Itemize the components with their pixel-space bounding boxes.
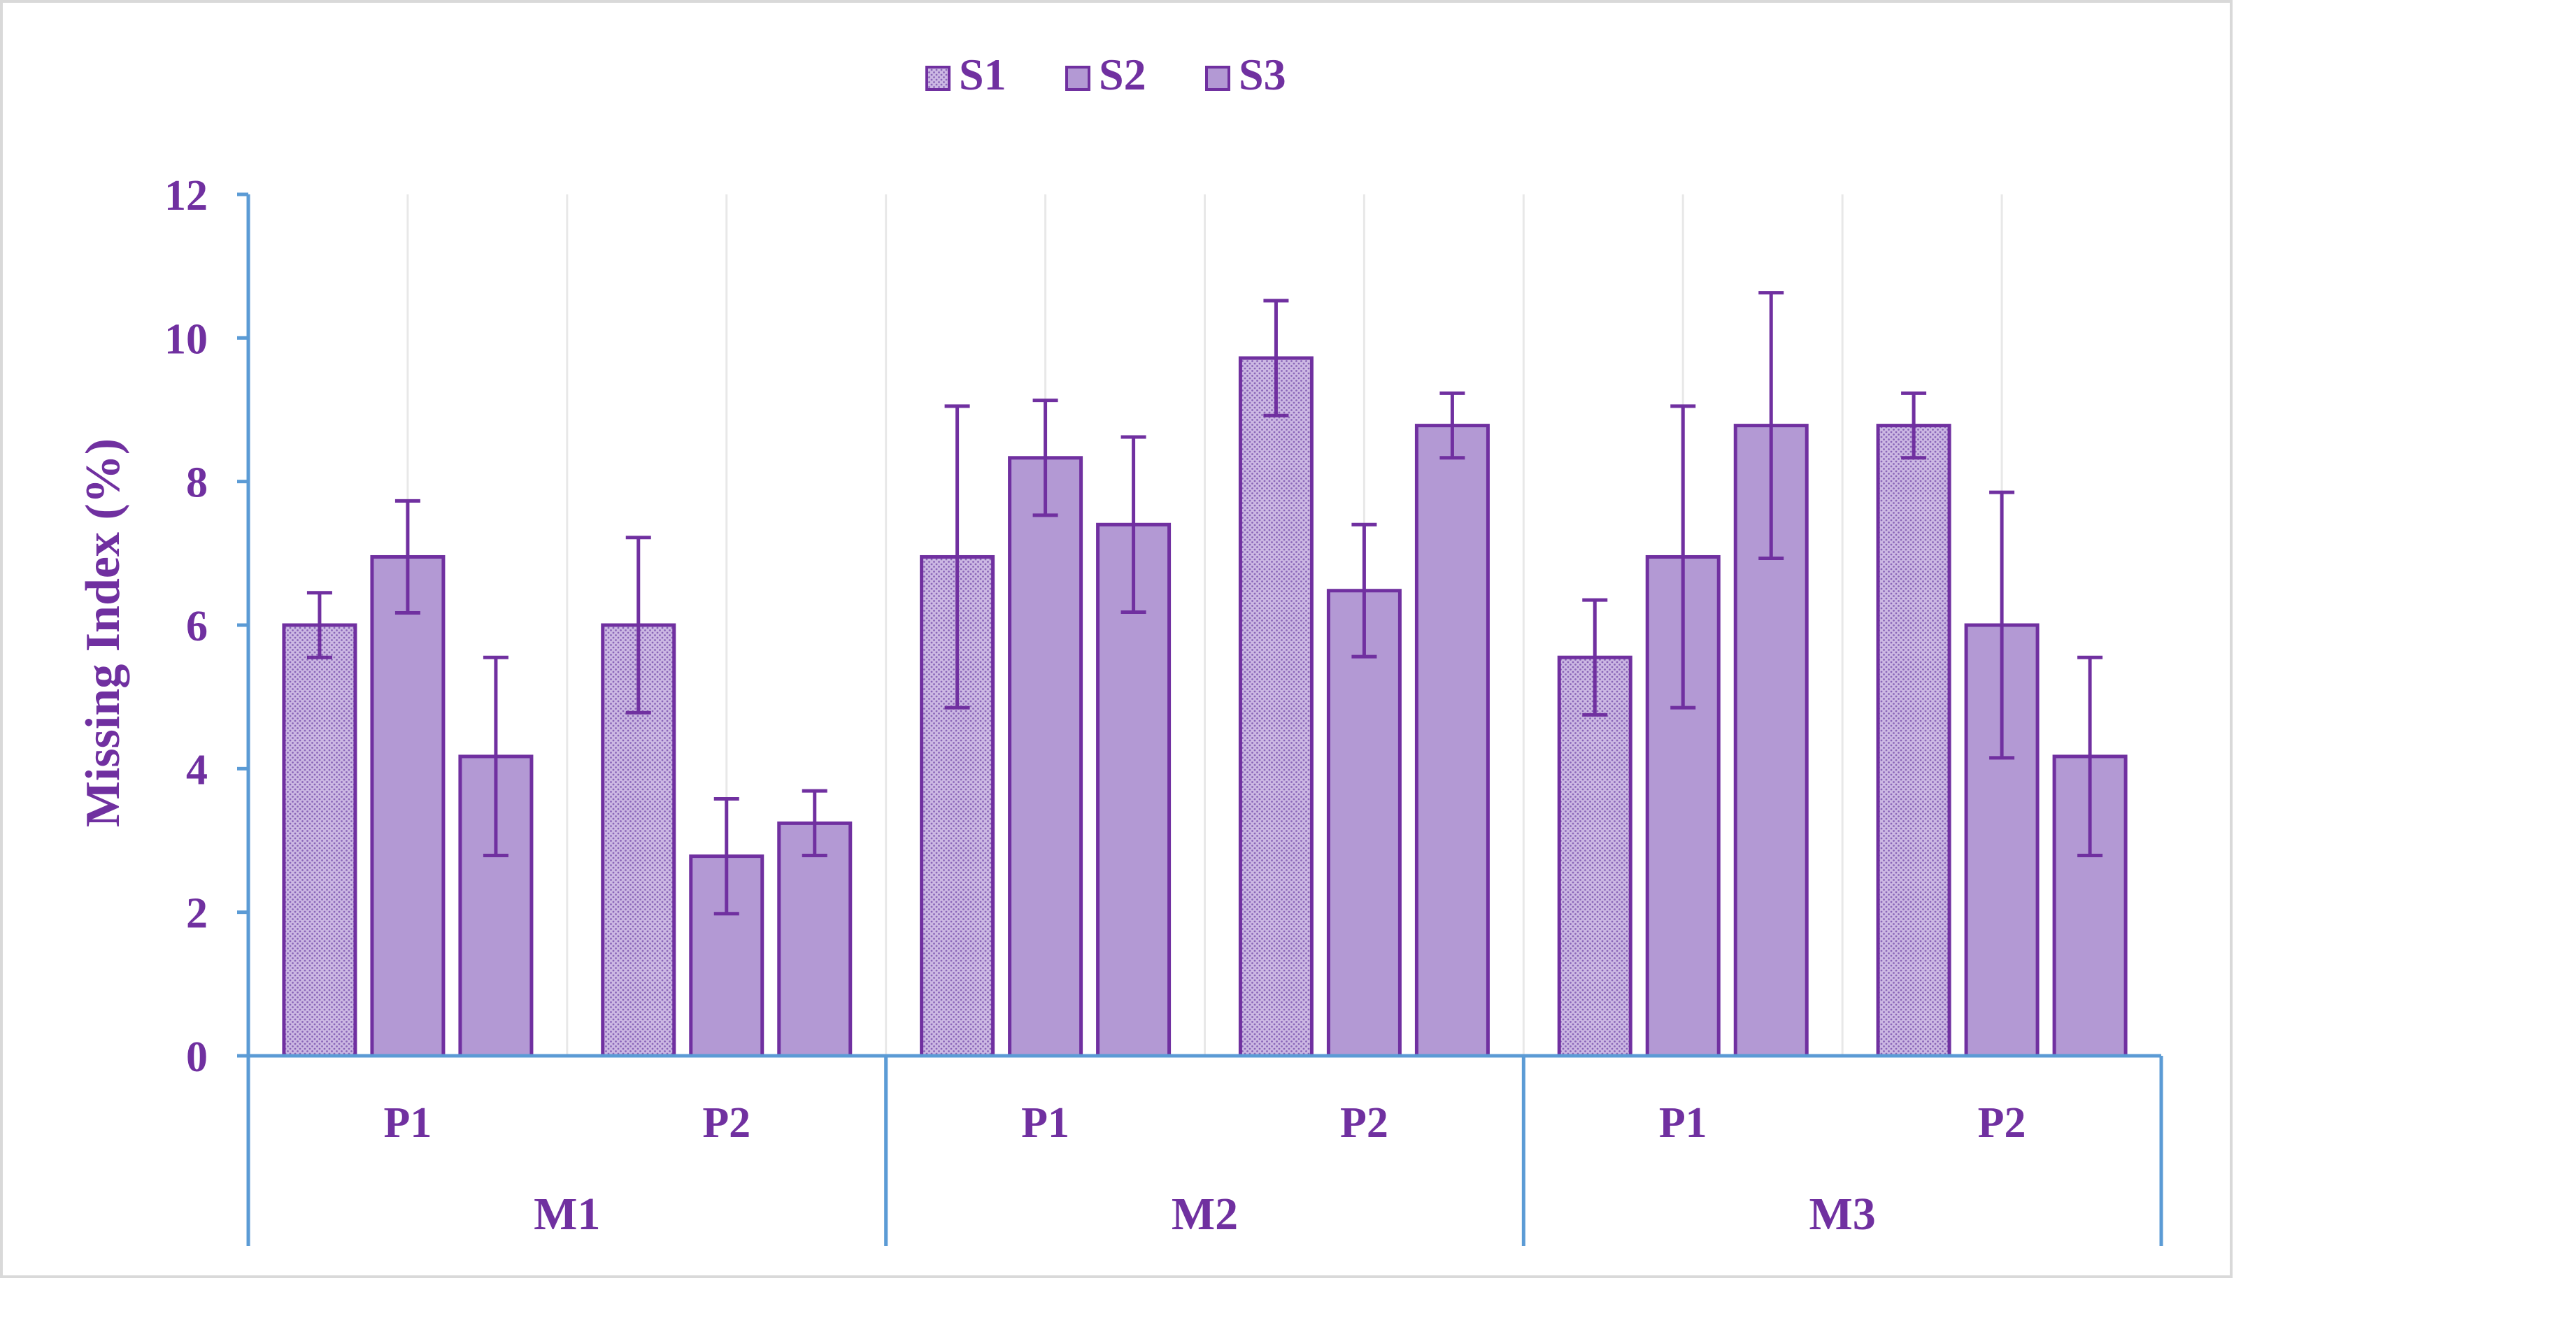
- y-tick-label: 2: [186, 890, 208, 938]
- x-tick-label: P2: [1340, 1099, 1388, 1147]
- group-label: M2: [1172, 1189, 1238, 1240]
- group-label: M3: [1809, 1189, 1876, 1240]
- y-tick-label: 10: [164, 315, 208, 363]
- y-tick-label: 0: [186, 1033, 208, 1081]
- y-tick-label: 6: [186, 603, 208, 650]
- legend-label: S1: [959, 50, 1006, 99]
- bar: [777, 821, 853, 1058]
- bar: [1414, 424, 1490, 1058]
- x-tick-label: P1: [1659, 1099, 1707, 1147]
- bar: [1238, 356, 1314, 1058]
- y-tick-label: 12: [164, 172, 208, 220]
- x-tick-label: P1: [383, 1099, 432, 1147]
- y-tick-label: 4: [186, 746, 208, 794]
- y-axis-title: Missing Index (%): [76, 438, 130, 827]
- legend: S1 S2 S3: [925, 50, 1286, 99]
- legend-swatch: [1065, 66, 1090, 91]
- bar: [1557, 655, 1632, 1058]
- bar: [1008, 456, 1083, 1058]
- legend-swatch: [1205, 66, 1230, 91]
- labels: Missing Index (%) 0 2 4 6 8 10 12 P1 P2 M1 P1 P2 M2 P…: [76, 172, 2026, 1240]
- bars: [282, 291, 2128, 1058]
- bar: [601, 623, 676, 1058]
- bar: [1876, 424, 1951, 1058]
- bar: [1326, 589, 1402, 1058]
- bar: [282, 623, 357, 1058]
- y-tick-label: 8: [186, 459, 208, 507]
- axes: [237, 192, 2163, 1246]
- bar: [370, 554, 446, 1058]
- legend-label: S3: [1239, 50, 1286, 99]
- x-tick-label: P2: [702, 1099, 750, 1147]
- legend-label: S2: [1099, 50, 1146, 99]
- group-label: M1: [534, 1189, 600, 1240]
- legend-swatch: [925, 66, 951, 91]
- x-tick-label: P2: [1978, 1099, 2026, 1147]
- x-tick-label: P1: [1021, 1099, 1069, 1147]
